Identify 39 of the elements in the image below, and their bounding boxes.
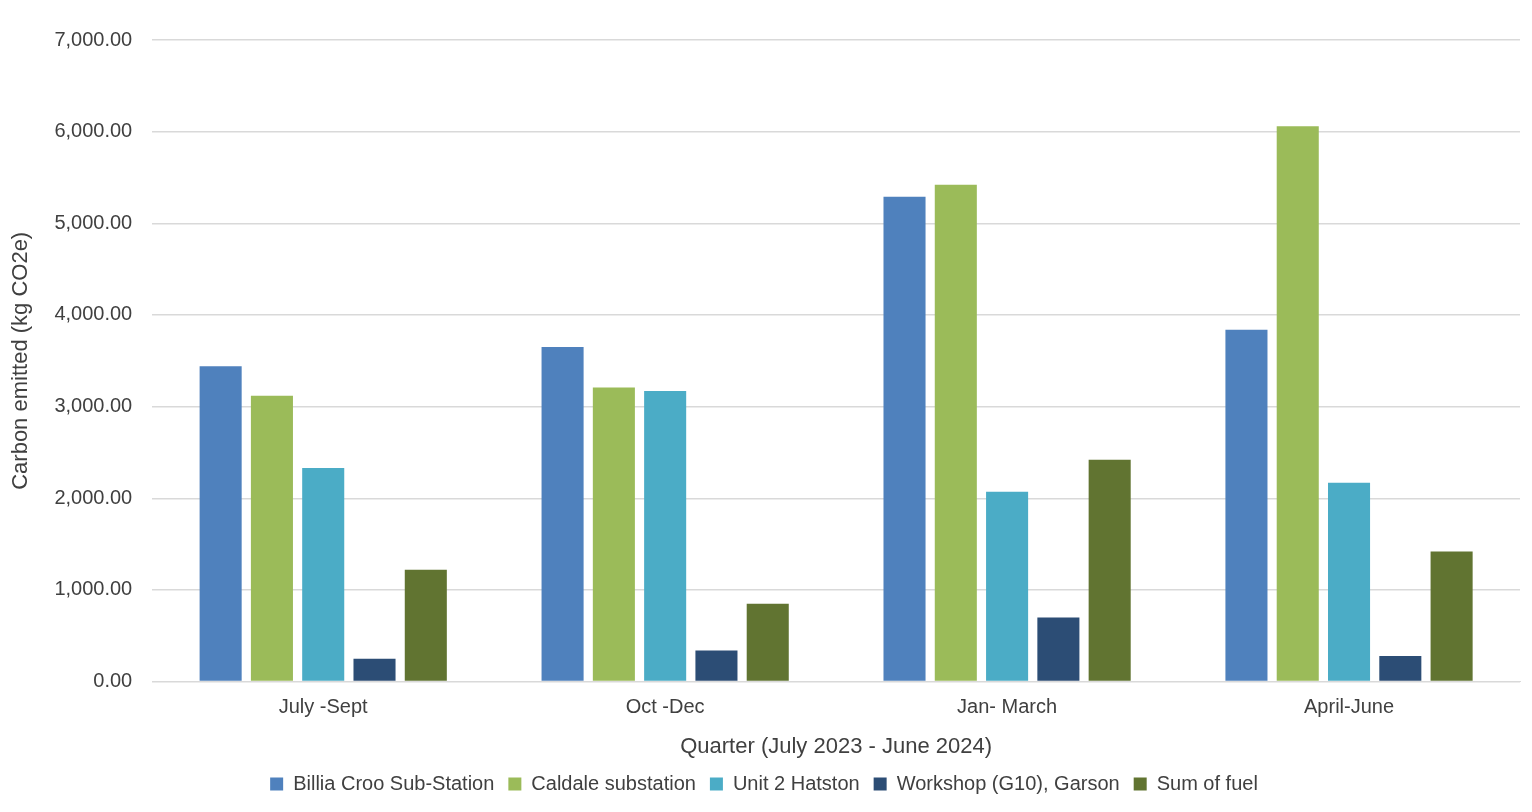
bar	[353, 658, 396, 681]
y-tick-label: 4,000.00	[54, 302, 133, 325]
bar	[592, 387, 635, 681]
bar	[199, 366, 242, 681]
y-tick-label: 2,000.00	[54, 485, 133, 508]
legend-label: Billia Croo Sub-Station	[293, 771, 495, 794]
bar	[644, 391, 687, 681]
x-tick-label: July -Sept	[278, 695, 369, 718]
y-tick-label: 3,000.00	[54, 394, 133, 417]
legend-label: Sum of fuel	[1156, 771, 1258, 794]
bar	[883, 196, 926, 681]
bar	[695, 650, 738, 681]
bar	[1328, 482, 1371, 681]
y-tick-label: 6,000.00	[54, 119, 133, 142]
bar	[541, 347, 584, 681]
bar	[746, 603, 789, 681]
bar	[302, 468, 345, 681]
bar	[404, 569, 447, 681]
y-axis-title: Carbon emitted (kg CO2e)	[7, 231, 33, 490]
bar	[1088, 459, 1131, 681]
bar	[1379, 655, 1422, 681]
legend-label: Unit 2 Hatston	[732, 771, 860, 794]
legend-label: Caldale substation	[531, 771, 696, 794]
bar	[934, 184, 977, 681]
x-tick-label: Oct -Dec	[625, 695, 705, 718]
y-tick-label: 0.00	[93, 669, 133, 692]
y-tick-label: 1,000.00	[54, 577, 133, 600]
bar	[250, 395, 293, 681]
x-tick-label: Jan- March	[957, 695, 1058, 718]
bar	[1276, 126, 1319, 681]
bar	[1430, 551, 1473, 681]
x-axis-title: Quarter (July 2023 - June 2024)	[680, 732, 993, 758]
y-tick-label: 5,000.00	[54, 210, 133, 233]
y-tick-label: 7,000.00	[54, 27, 133, 50]
legend-label: Workshop (G10), Garson	[896, 771, 1120, 794]
bar	[1225, 329, 1268, 681]
bar	[1037, 617, 1080, 681]
x-tick-label: April-June	[1304, 695, 1395, 718]
bar	[986, 491, 1029, 681]
